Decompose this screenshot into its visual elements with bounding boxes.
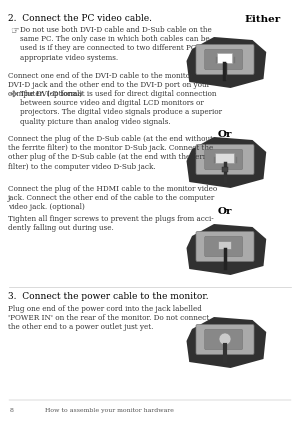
FancyBboxPatch shape [205, 49, 242, 70]
FancyBboxPatch shape [196, 232, 254, 261]
Text: ☞: ☞ [10, 26, 19, 36]
Bar [222, 167, 228, 172]
Text: Connect the plug of the D-Sub cable (at the end without
the ferrite filter) to t: Connect the plug of the D-Sub cable (at … [8, 135, 215, 170]
Polygon shape [187, 224, 266, 275]
Text: Or: Or [218, 130, 232, 139]
Text: Plug one end of the power cord into the jack labelled
'POWER IN' on the rear of : Plug one end of the power cord into the … [8, 305, 209, 332]
Text: 8: 8 [10, 408, 14, 413]
FancyBboxPatch shape [218, 54, 232, 63]
FancyBboxPatch shape [196, 144, 254, 175]
FancyBboxPatch shape [205, 150, 242, 170]
Text: Either: Either [245, 15, 281, 24]
Polygon shape [187, 37, 266, 88]
Text: Or: Or [218, 207, 232, 216]
Text: 3.  Connect the power cable to the monitor.: 3. Connect the power cable to the monito… [8, 292, 208, 301]
Text: 2.  Connect the PC video cable.: 2. Connect the PC video cable. [8, 14, 152, 23]
FancyBboxPatch shape [215, 153, 235, 164]
FancyBboxPatch shape [196, 325, 254, 354]
Polygon shape [187, 137, 266, 188]
FancyBboxPatch shape [218, 241, 232, 249]
Text: Do not use both DVI-D cable and D-Sub cable on the
same PC. The only case in whi: Do not use both DVI-D cable and D-Sub ca… [20, 26, 218, 62]
Text: ✤: ✤ [10, 90, 17, 99]
FancyBboxPatch shape [205, 236, 242, 257]
Text: Connect the plug of the HDMI cable to the monitor video
jack. Connect the other : Connect the plug of the HDMI cable to th… [8, 185, 217, 211]
Polygon shape [187, 317, 266, 368]
Text: Connect one end of the DVI-D cable to the monitor
DVI-D jack and the other end t: Connect one end of the DVI-D cable to th… [8, 72, 210, 99]
Text: The DVI-D format is used for direct digital connection
between source video and : The DVI-D format is used for direct digi… [20, 90, 222, 126]
FancyBboxPatch shape [205, 329, 242, 349]
Circle shape [219, 333, 231, 345]
FancyBboxPatch shape [196, 45, 254, 74]
Text: How to assemble your monitor hardware: How to assemble your monitor hardware [45, 408, 174, 413]
Text: Tighten all finger screws to prevent the plugs from acci-
dently falling out dur: Tighten all finger screws to prevent the… [8, 215, 214, 232]
